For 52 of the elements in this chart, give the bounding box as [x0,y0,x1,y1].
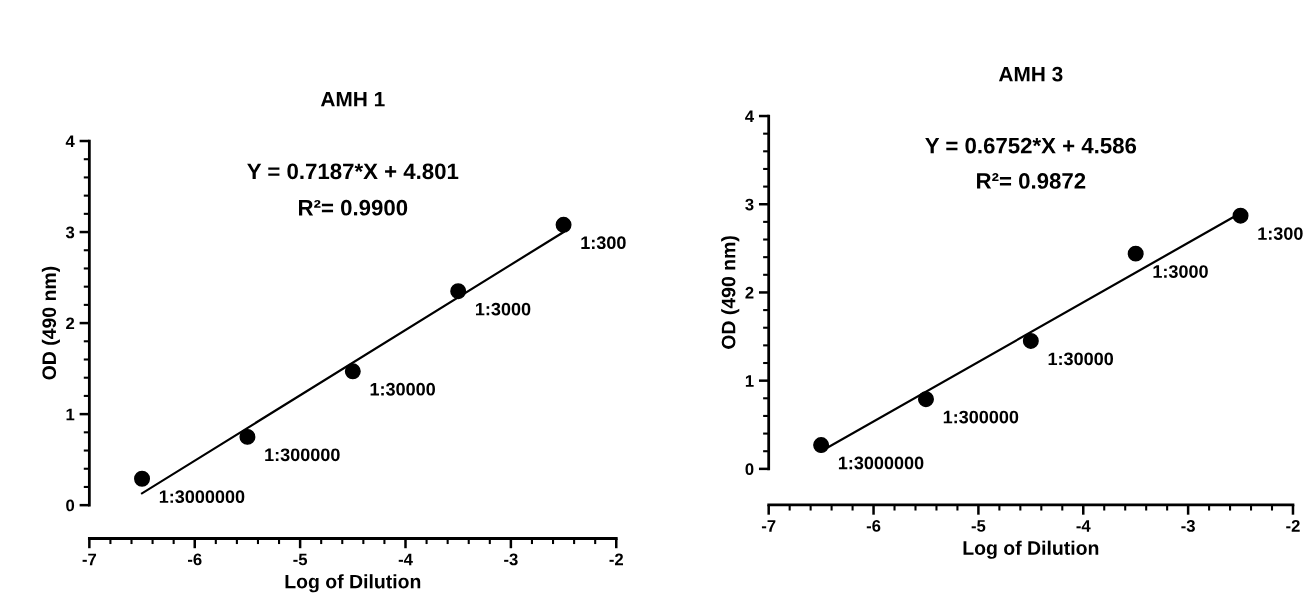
chart-title: AMH 1 [320,91,385,107]
annotation: 1:3000 [1153,265,1208,278]
y-axis-title: OD (490 nm) [41,266,60,380]
annotation: 1:3000000 [838,456,924,470]
annotation: 1:300000 [943,410,1019,424]
y-tick-label: 1 [745,375,754,387]
y-axis-title: OD (490 nm) [721,236,740,349]
x-tick-label: -3 [1181,519,1195,532]
y-tick-label: 0 [66,499,75,512]
y-tick-label: 2 [66,317,75,330]
x-tick-label: -7 [82,553,97,566]
y-tick-label: 3 [65,226,75,239]
annotation: R²= 0.9872 [977,173,1086,189]
point [1022,332,1039,349]
point [239,428,256,445]
chart-title: AMH 3 [998,66,1063,82]
point [1232,207,1249,224]
point [450,283,467,300]
y-tick-label: 4 [745,110,755,123]
x-axis-title: Log of Dilution [285,574,421,593]
x-tick-label: -5 [293,553,308,566]
annotation: Y = 0.6752*X + 4.586 [925,137,1137,154]
x-axis-title: Log of Dilution [963,540,1099,559]
x-tick-label: -3 [504,553,518,566]
point [917,391,934,408]
annotation: 1:300 [581,236,626,250]
annotation: 1:3000000 [159,490,245,504]
y-tick-label: 1 [66,408,75,421]
x-tick-label: -6 [187,553,202,566]
y-tick-label: 0 [745,463,754,476]
annotation: 1:30000 [370,382,435,396]
point [344,363,361,380]
point [813,437,830,454]
point [134,470,151,487]
x-tick-label: -2 [609,553,624,566]
x-tick-label: -5 [971,520,986,532]
annotation: 1:300000 [265,448,340,462]
x-tick-label: -2 [1286,519,1300,532]
y-tick-label: 4 [65,135,75,148]
annotation: 1:300 [1258,227,1303,241]
annotation: Y = 0.7187*X + 4.801 [247,163,459,180]
y-tick-label: 2 [745,286,754,299]
annotation: R²= 0.9900 [299,199,408,216]
annotation: 1:3000 [476,302,531,316]
point [1127,245,1144,262]
y-tick-label: 3 [745,198,754,211]
x-tick-label: -7 [761,520,776,532]
x-tick-label: -6 [866,519,881,532]
x-tick-label: -4 [398,553,413,566]
annotation: 1:30000 [1048,352,1114,366]
x-tick-label: -4 [1076,520,1091,532]
point [555,216,572,233]
